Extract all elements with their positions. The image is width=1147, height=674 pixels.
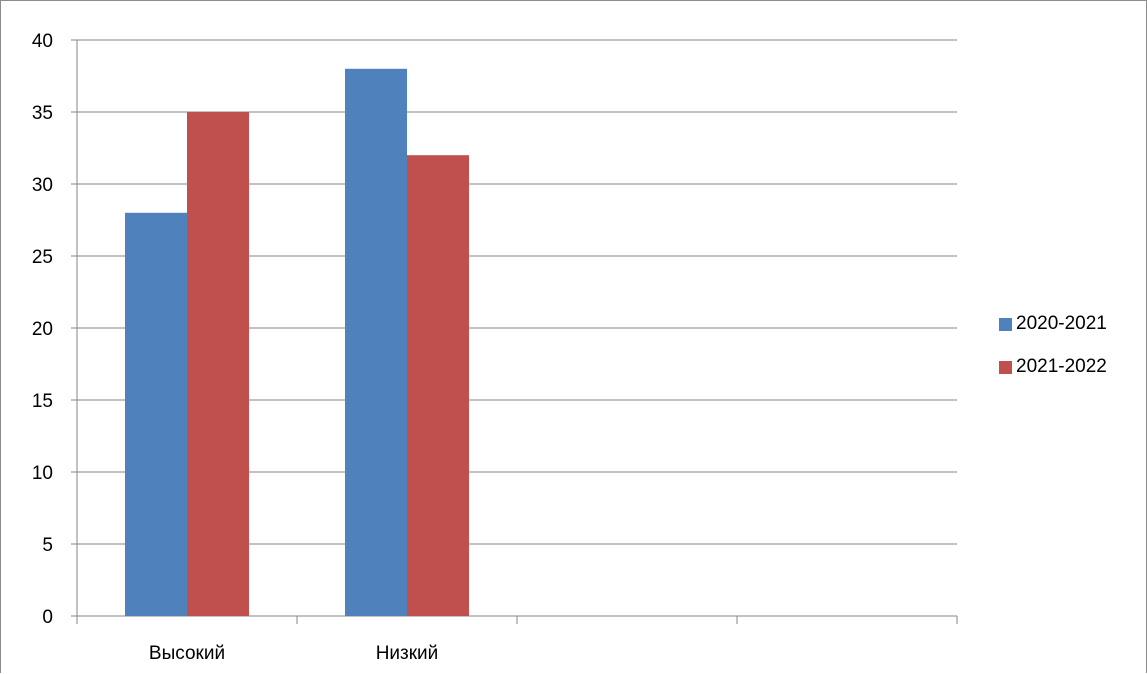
y-tick-label-10: 10 [32,463,53,484]
legend-swatch-series-1 [999,318,1012,331]
y-tick-label-25: 25 [32,247,53,268]
legend-swatch-series-2 [999,361,1012,374]
legend-item-series-2: 2021-2022 [999,356,1107,378]
legend-label-series-2: 2021-2022 [1016,356,1107,378]
bar-series-1-category-2 [345,69,407,616]
bar-series-1-category-1 [125,213,187,616]
y-tick-label-30: 30 [32,175,53,196]
y-tick-label-15: 15 [32,391,53,412]
legend-item-series-1: 2020-2021 [999,313,1107,335]
bar-series-2-category-2 [407,155,469,616]
x-category-label-2: Низкий [376,643,439,664]
y-tick-label-35: 35 [32,103,53,124]
y-tick-label-0: 0 [42,607,53,628]
y-tick-label-5: 5 [42,535,53,556]
x-category-label-1: Высокий [149,643,225,664]
y-tick-label-40: 40 [32,31,53,52]
legend: 2020-2021 2021-2022 [999,313,1107,399]
legend-label-series-1: 2020-2021 [1016,313,1107,335]
y-tick-label-20: 20 [32,319,53,340]
bar-series-2-category-1 [187,112,249,616]
